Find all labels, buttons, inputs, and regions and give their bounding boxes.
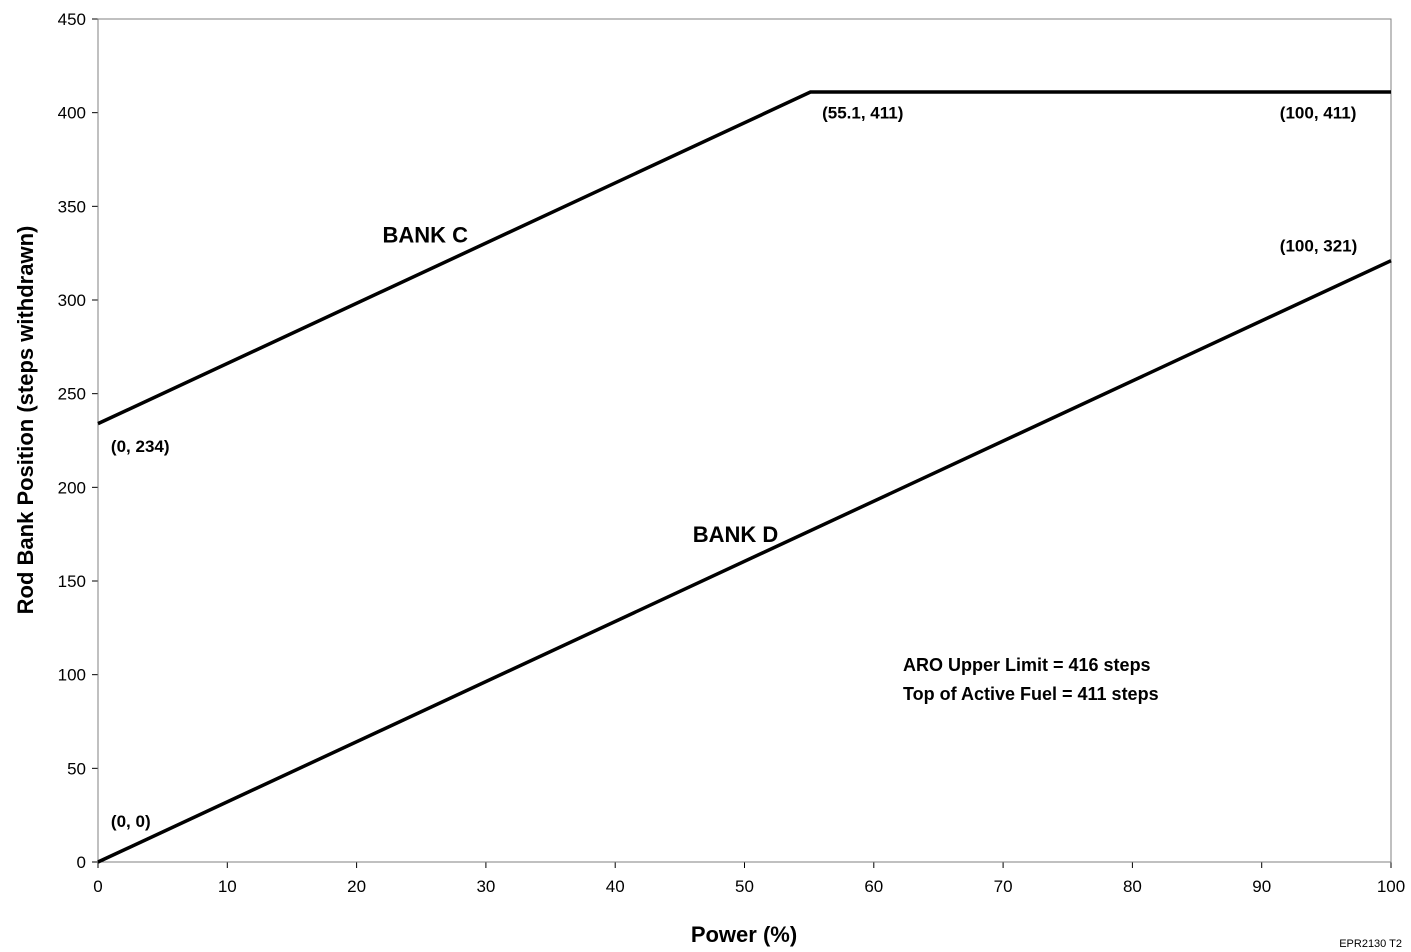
point-annotations: (55.1, 411) (100, 411) (100, 321) (0, 234) (… (111, 104, 1357, 831)
x-axis-title: Power (%) (691, 922, 797, 947)
limit-notes: ARO Upper Limit = 416 steps Top of Activ… (903, 655, 1159, 704)
series-line-bank-c (97, 90, 1391, 426)
y-axis-title: Rod Bank Position (steps withdrawn) (13, 226, 38, 615)
note-aro-upper-limit: ARO Upper Limit = 416 steps (903, 655, 1151, 675)
y-tick-label: 200 (58, 478, 86, 497)
y-tick-label: 300 (58, 291, 86, 310)
y-tick-label: 0 (77, 853, 86, 872)
figure-code: EPR2130 T2 (1339, 938, 1402, 950)
point-annotation: (100, 321) (1280, 237, 1358, 256)
note-top-of-active-fuel: Top of Active Fuel = 411 steps (903, 684, 1159, 704)
x-tick-label: 100 (1377, 877, 1405, 896)
series-lines (97, 90, 1392, 864)
x-tick-label: 30 (476, 877, 495, 896)
x-tick-label: 10 (218, 877, 237, 896)
y-tick-label: 450 (58, 10, 86, 29)
x-tick-label: 70 (994, 877, 1013, 896)
point-annotation: (0, 0) (111, 812, 151, 831)
y-axis-ticks: 0 50 100 150 200 250 300 350 400 450 (58, 10, 98, 872)
x-tick-label: 20 (347, 877, 366, 896)
point-annotation: (55.1, 411) (822, 104, 903, 123)
y-tick-label: 50 (67, 759, 86, 778)
y-tick-label: 350 (58, 197, 86, 216)
x-tick-label: 60 (864, 877, 883, 896)
series-labels: BANK C BANK D (382, 222, 778, 547)
point-annotation: (0, 234) (111, 437, 170, 456)
y-tick-label: 100 (58, 666, 86, 685)
series-label-bank-d: BANK D (693, 522, 779, 547)
x-tick-label: 0 (93, 877, 102, 896)
x-tick-label: 80 (1123, 877, 1142, 896)
series-line-bank-d (97, 259, 1392, 864)
x-tick-label: 50 (735, 877, 754, 896)
y-tick-label: 400 (58, 104, 86, 123)
plot-area-frame (97, 18, 1392, 863)
x-tick-label: 90 (1252, 877, 1271, 896)
x-tick-label: 40 (606, 877, 625, 896)
point-annotation: (100, 411) (1280, 104, 1357, 123)
series-label-bank-c: BANK C (382, 222, 468, 247)
x-axis-ticks: 0 10 20 30 40 50 60 70 80 90 100 (93, 862, 1405, 896)
y-tick-label: 250 (58, 385, 86, 404)
y-tick-label: 150 (58, 572, 86, 591)
